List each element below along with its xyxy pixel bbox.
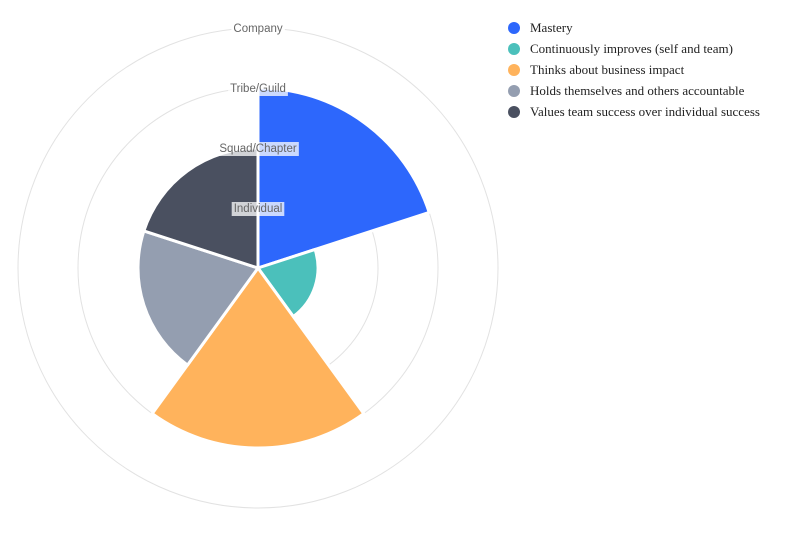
- svg-text:Individual: Individual: [234, 203, 283, 215]
- ring-label-1: Individual: [231, 202, 285, 216]
- legend-label: Continuously improves (self and team): [530, 40, 733, 56]
- legend-label: Values team success over individual succ…: [530, 103, 760, 119]
- legend-item-2[interactable]: Continuously improves (self and team): [508, 38, 760, 59]
- legend-item-3[interactable]: Thinks about business impact: [508, 59, 760, 80]
- legend-swatch-icon: [508, 84, 520, 97]
- legend-swatch-icon: [508, 21, 520, 34]
- legend-item-5[interactable]: Values team success over individual succ…: [508, 101, 760, 122]
- ring-labels: Individual Squad/Chapter Tribe/Guild Compan…: [217, 22, 299, 216]
- legend-label: Mastery: [530, 19, 573, 35]
- legend-item-1[interactable]: Mastery: [508, 17, 760, 38]
- segment-1[interactable]: [256, 86, 431, 270]
- chart-segments: [136, 86, 431, 450]
- legend-item-4[interactable]: Holds themselves and others accountable: [508, 80, 760, 101]
- ring-label-4: Company: [231, 22, 285, 36]
- ring-label-3: Tribe/Guild: [228, 82, 288, 96]
- svg-text:Squad/Chapter: Squad/Chapter: [219, 143, 297, 155]
- legend-label: Thinks about business impact: [530, 61, 685, 77]
- svg-text:Tribe/Guild: Tribe/Guild: [230, 83, 286, 95]
- polar-area-chart: Individual Squad/Chapter Tribe/Guild Compan…: [17, 22, 499, 509]
- legend-swatch-icon: [508, 42, 520, 55]
- segment-4[interactable]: [136, 229, 260, 367]
- chart-legend: Mastery Continuously improves (self and t…: [508, 17, 760, 122]
- legend-label: Holds themselves and others accountable: [530, 82, 745, 98]
- ring-label-2: Squad/Chapter: [217, 142, 299, 156]
- legend-swatch-icon: [508, 105, 520, 118]
- svg-text:Company: Company: [233, 23, 282, 35]
- segment-3[interactable]: [150, 266, 366, 450]
- segment-2[interactable]: [256, 247, 320, 319]
- legend-swatch-icon: [508, 63, 520, 76]
